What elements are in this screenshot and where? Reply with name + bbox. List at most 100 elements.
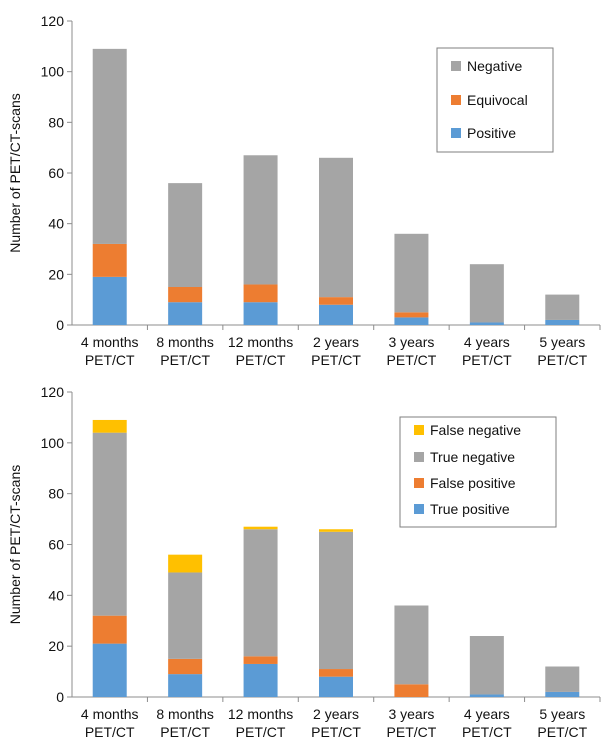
x-tick-label: 4 months: [81, 706, 139, 722]
x-tick-label: 5 years: [539, 334, 585, 350]
legend-swatch: [414, 478, 424, 488]
bar-positive: [545, 319, 580, 325]
bar-false-positive: [168, 658, 203, 675]
bar-negative: [92, 48, 127, 244]
bar-positive: [394, 317, 429, 325]
legend-label: Negative: [467, 58, 522, 74]
x-tick-label: PET/CT: [387, 724, 437, 738]
bar-true-positive: [545, 691, 580, 697]
y-tick-label: 60: [48, 165, 64, 181]
y-tick-label: 20: [48, 266, 64, 282]
bar-false-negative: [319, 529, 353, 532]
legend-swatch: [451, 61, 461, 71]
x-tick-label: 5 years: [539, 706, 585, 722]
bar-false-negative: [168, 554, 203, 573]
bar-true-positive: [168, 674, 203, 697]
y-axis-title: Number of PET/CT-scans: [7, 93, 23, 253]
y-tick-label: 120: [41, 384, 65, 400]
legend-swatch: [451, 95, 461, 105]
x-tick-label: 2 years: [313, 706, 359, 722]
x-tick-label: 8 months: [156, 334, 214, 350]
bar-true-negative: [243, 529, 278, 657]
bar-true-negative: [469, 636, 504, 695]
chart-1: 0 20 40 60 80 100 120 Number of PET/CT-scans 4 m…: [7, 13, 601, 368]
x-tick-label: PET/CT: [236, 352, 286, 368]
x-tick-label: PET/CT: [85, 724, 135, 738]
bar-equivocal: [168, 287, 203, 303]
legend-swatch: [414, 452, 424, 462]
x-tick-label: PET/CT: [160, 724, 210, 738]
bar-true-positive: [469, 694, 504, 697]
legend-label: False negative: [430, 422, 521, 438]
bar-equivocal: [394, 312, 429, 318]
bar-negative: [319, 157, 353, 298]
x-tick-label: PET/CT: [537, 352, 587, 368]
y-tick-label: 40: [48, 587, 64, 603]
bar-false-positive: [394, 684, 429, 697]
y-tick-label: 0: [56, 317, 64, 333]
legend: Negative Equivocal Positive: [436, 47, 554, 153]
y-tick-label: 100: [41, 435, 65, 451]
legend-label: True positive: [430, 501, 510, 517]
bar-false-positive: [319, 669, 353, 677]
legend-label: False positive: [430, 475, 516, 491]
y-tick-label: 100: [41, 64, 65, 80]
bar-true-positive: [92, 643, 127, 697]
y-tick-label: 20: [48, 638, 64, 654]
x-tick-label: PET/CT: [85, 352, 135, 368]
bar-equivocal: [243, 284, 278, 303]
x-tick-label: PET/CT: [160, 352, 210, 368]
bar-positive: [469, 322, 504, 325]
x-tick-label: 2 years: [313, 334, 359, 350]
bar-true-positive: [319, 676, 353, 697]
y-tick-label: 80: [48, 486, 64, 502]
x-tick-label: PET/CT: [236, 724, 286, 738]
x-tick-label: 4 months: [81, 334, 139, 350]
x-tick-label: PET/CT: [311, 352, 361, 368]
y-tick-label: 0: [56, 689, 64, 705]
y-tick-label: 80: [48, 114, 64, 130]
bar-true-negative: [168, 572, 203, 659]
legend-swatch: [414, 504, 424, 514]
x-tick-label: 4 years: [464, 706, 510, 722]
x-tick-label: PET/CT: [311, 724, 361, 738]
x-tick-label: PET/CT: [462, 352, 512, 368]
bar-true-negative: [545, 666, 580, 692]
bar-equivocal: [319, 297, 353, 305]
x-tick-label: PET/CT: [387, 352, 437, 368]
x-tick-label: 12 months: [228, 706, 293, 722]
bar-negative: [168, 183, 203, 287]
y-tick-label: 60: [48, 537, 64, 553]
chart-2: 0 20 40 60 80 100 120 Number of PET/CT-scans 4 m…: [7, 384, 601, 738]
x-tick-label: 8 months: [156, 706, 214, 722]
x-tick-label: PET/CT: [537, 724, 587, 738]
x-tick-label: PET/CT: [462, 724, 512, 738]
legend-swatch: [451, 128, 461, 138]
bar-positive: [319, 304, 353, 325]
x-tick-label: 12 months: [228, 334, 293, 350]
y-axis-title: Number of PET/CT-scans: [7, 465, 23, 625]
bar-negative: [394, 233, 429, 313]
legend-swatch: [414, 425, 424, 435]
legend: False negative True negative False positiv…: [399, 416, 557, 528]
y-tick-label: 120: [41, 13, 65, 29]
bar-positive: [92, 276, 127, 325]
bar-false-negative: [243, 526, 278, 530]
bar-positive: [243, 302, 278, 325]
bar-negative: [243, 155, 278, 285]
legend-box: [399, 416, 557, 528]
bar-true-positive: [243, 663, 278, 697]
bar-false-positive: [243, 656, 278, 664]
bar-true-negative: [319, 531, 353, 670]
bar-negative: [469, 264, 504, 323]
x-tick-label: 3 years: [388, 334, 434, 350]
bar-true-negative: [394, 605, 429, 685]
bar-false-positive: [92, 615, 127, 644]
bar-true-negative: [92, 432, 127, 616]
bar-false-negative: [92, 419, 127, 433]
legend-label: True negative: [430, 449, 515, 465]
x-tick-label: 4 years: [464, 334, 510, 350]
bar-positive: [168, 302, 203, 325]
legend-label: Equivocal: [467, 92, 528, 108]
